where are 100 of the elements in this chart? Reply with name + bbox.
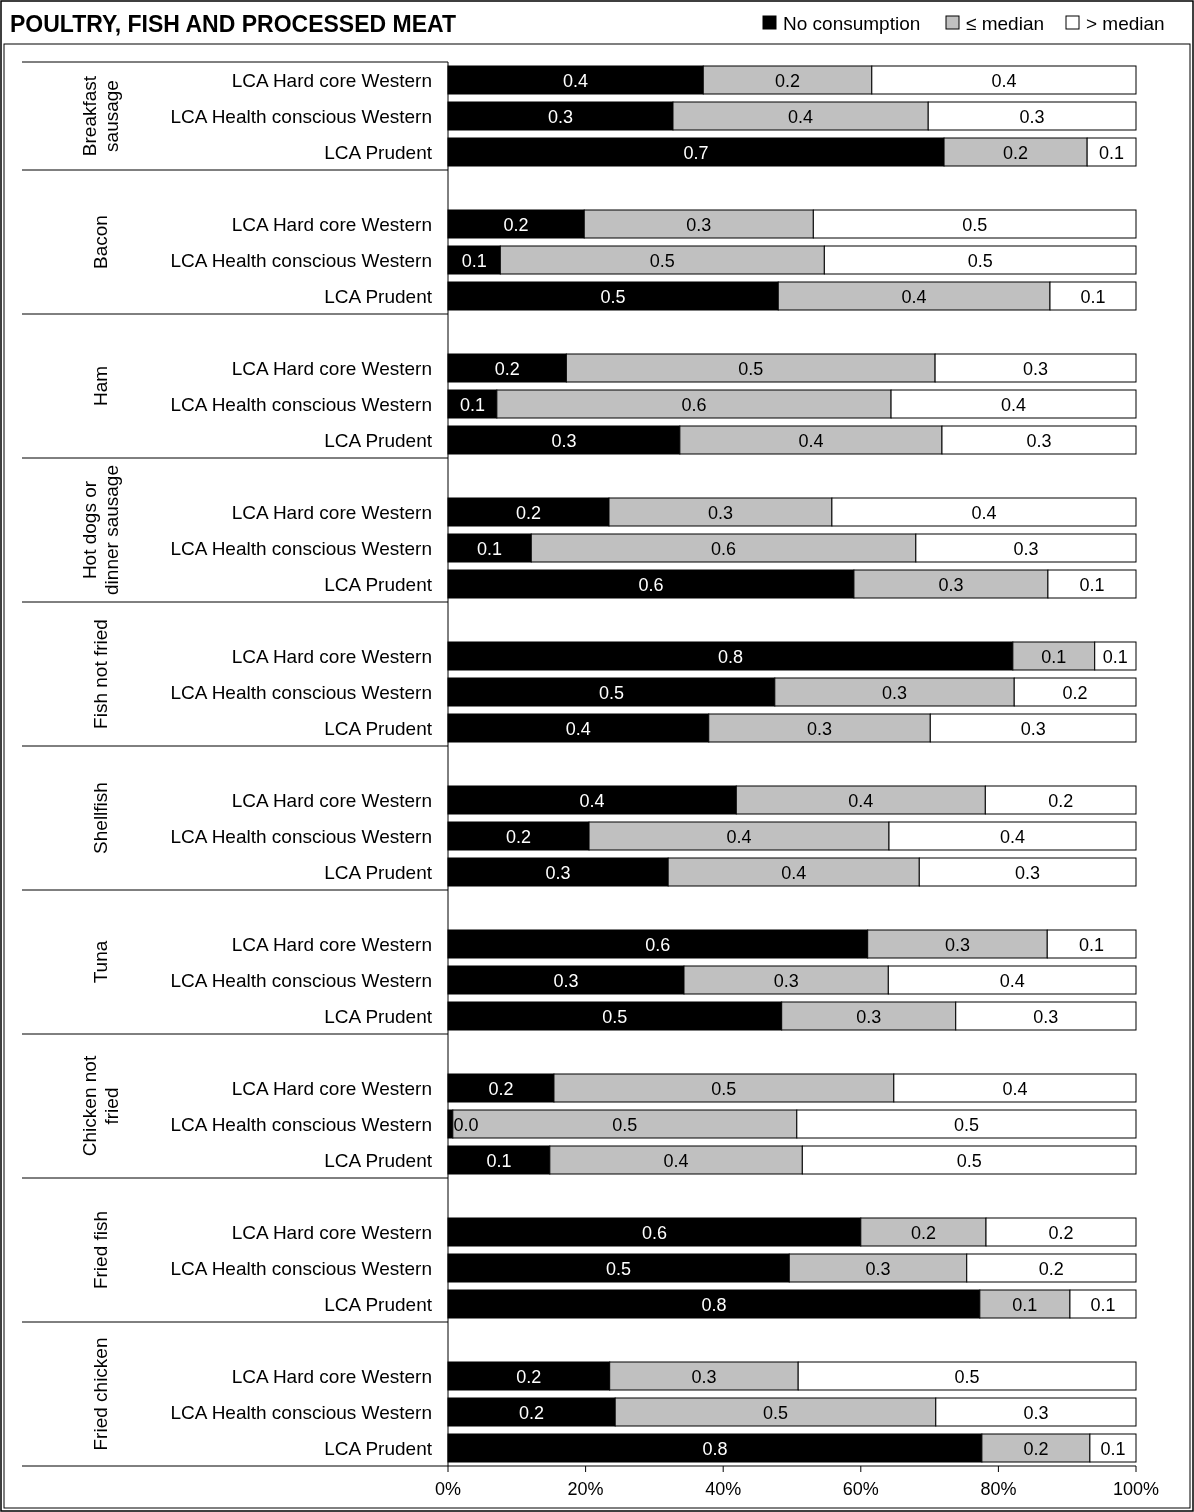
y-tick-label: LCA Health conscious Western [170, 682, 432, 703]
data-label: 0.6 [681, 395, 707, 415]
x-tick-label: 20% [567, 1479, 604, 1499]
data-label: 0.3 [1023, 1403, 1049, 1423]
y-tick-label: LCA Health conscious Western [170, 250, 432, 271]
data-label: 0.1 [1102, 647, 1128, 667]
y-tick-label: LCA Prudent [324, 1150, 433, 1171]
data-label: 0.1 [486, 1151, 512, 1171]
data-label: 0.3 [686, 215, 712, 235]
data-label: 0.4 [726, 827, 752, 847]
data-label: 0.2 [1023, 1439, 1049, 1459]
y-tick-label: LCA Health conscious Western [170, 970, 432, 991]
data-label: 0.2 [506, 827, 532, 847]
y-tick-label: LCA Health conscious Western [170, 826, 432, 847]
data-label: 0.4 [579, 791, 605, 811]
y-tick-label: LCA Hard core Western [231, 502, 432, 523]
y-tick-label: LCA Prudent [324, 286, 433, 307]
y-tick-label: LCA Health conscious Western [170, 106, 432, 127]
legend-label: No consumption [783, 13, 921, 34]
data-label: 0.5 [962, 215, 988, 235]
data-label: 0.5 [606, 1259, 632, 1279]
data-label: 0.4 [1001, 395, 1027, 415]
data-label: 0.5 [953, 1115, 979, 1135]
data-label: 0.1 [1079, 935, 1105, 955]
data-label: 0.3 [547, 107, 573, 127]
y-tick-label: LCA Hard core Western [231, 790, 432, 811]
data-label: 0.8 [702, 1439, 728, 1459]
y-tick-label: LCA Hard core Western [231, 934, 432, 955]
x-tick-label: 40% [705, 1479, 742, 1499]
data-label: 0.4 [663, 1151, 689, 1171]
y-tick-label: LCA Health conscious Western [170, 394, 432, 415]
y-tick-label: LCA Hard core Western [231, 646, 432, 667]
data-label: 0.1 [1090, 1295, 1116, 1315]
x-tick-label: 80% [980, 1479, 1017, 1499]
data-label: 0.2 [488, 1079, 514, 1099]
legend-label: ≤ median [966, 13, 1045, 34]
data-label: 0.1 [1041, 647, 1067, 667]
data-label: 0.4 [563, 71, 589, 91]
data-label: 0.6 [711, 539, 737, 559]
data-label: 0.8 [717, 647, 743, 667]
data-label: 0.4 [999, 971, 1025, 991]
data-label: 0.1 [477, 539, 503, 559]
data-label: 0.3 [553, 971, 579, 991]
data-label: 0.1 [1100, 1439, 1126, 1459]
data-label: 0.5 [762, 1403, 788, 1423]
data-label: 0.2 [516, 1367, 542, 1387]
data-label: 0.3 [944, 935, 970, 955]
data-label: 0.4 [848, 791, 874, 811]
y-tick-label: LCA Prudent [324, 862, 433, 883]
data-label: 0.1 [461, 251, 487, 271]
y-tick-label: LCA Prudent [324, 142, 433, 163]
data-label: 0.2 [519, 1403, 545, 1423]
data-label: 0.3 [1013, 539, 1039, 559]
y-tick-label: LCA Hard core Western [231, 1222, 432, 1243]
x-tick-label: 0% [434, 1479, 462, 1499]
data-label: 0.1 [1079, 575, 1105, 595]
data-label: 0.4 [565, 719, 591, 739]
data-label: 0.2 [1062, 683, 1088, 703]
data-label: 0.3 [882, 683, 908, 703]
data-label: 0.6 [638, 575, 664, 595]
y-tick-label: LCA Health conscious Western [170, 1114, 432, 1135]
data-label: 0.3 [545, 863, 571, 883]
data-label: 0.3 [865, 1259, 891, 1279]
data-label: 0.3 [1026, 431, 1052, 451]
data-label: 0.5 [612, 1115, 638, 1135]
text: Shellfish [90, 782, 111, 854]
data-label: 0.7 [683, 143, 709, 163]
y-tick-label: LCA Prudent [324, 1006, 433, 1027]
y-tick-label: LCA Health conscious Western [170, 1402, 432, 1423]
data-label: 0.2 [515, 503, 542, 523]
data-label: 0.5 [956, 1151, 982, 1171]
data-label: 0.4 [781, 863, 807, 883]
data-label: 0.5 [649, 251, 675, 271]
y-tick-label: LCA Prudent [324, 718, 433, 739]
data-label: 0.3 [1033, 1007, 1059, 1027]
data-label: 0.2 [503, 215, 529, 235]
y-tick-label: LCA Health conscious Western [170, 538, 432, 559]
y-tick-label: LCA Hard core Western [231, 358, 432, 379]
data-label: 0.4 [798, 431, 824, 451]
data-label: 0.2 [1048, 791, 1074, 811]
text: Breakfast sausage [79, 75, 122, 157]
text: Bacon [90, 215, 111, 269]
data-label: 0.4 [788, 107, 814, 127]
data-label: 0.1 [1012, 1295, 1038, 1315]
data-label: 0.6 [641, 1223, 667, 1243]
data-label: 0.3 [691, 1367, 717, 1387]
data-label: 0.3 [1023, 359, 1049, 379]
data-label: 0.4 [999, 827, 1026, 847]
y-tick-label: LCA Prudent [324, 574, 433, 595]
text: Hot dogs or dinner sausage [79, 465, 122, 595]
data-label: 0.3 [1015, 863, 1041, 883]
data-label: 0.5 [602, 1007, 628, 1027]
data-label: 0.5 [967, 251, 993, 271]
data-label: 0.3 [938, 575, 964, 595]
y-tick-label: LCA Health conscious Western [170, 1258, 432, 1279]
y-tick-label: LCA Prudent [324, 1294, 433, 1315]
data-label: 0.5 [954, 1367, 980, 1387]
text: Chicken not fried [79, 1055, 122, 1157]
y-tick-label: LCA Hard core Western [231, 214, 432, 235]
data-label: 0.2 [910, 1223, 936, 1243]
